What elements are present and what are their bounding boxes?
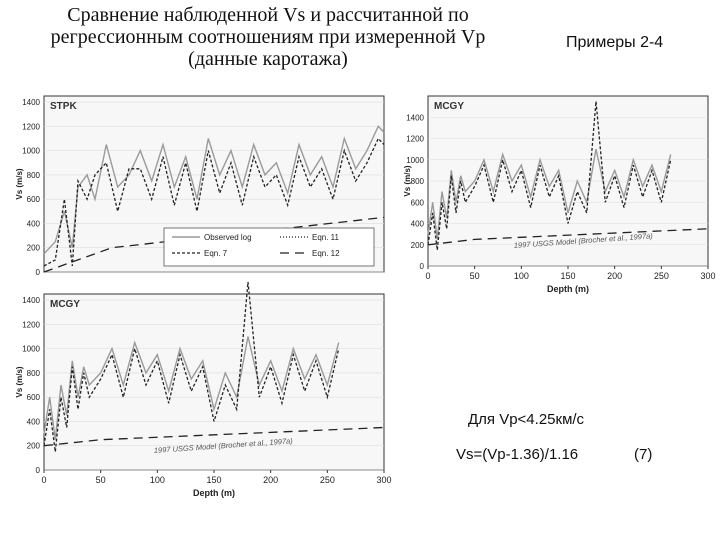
panel-label: MCGY [434, 101, 464, 112]
x-tick-label: 200 [263, 475, 278, 485]
formula-number: (7) [634, 446, 653, 463]
legend-entry: Eqn. 7 [204, 249, 228, 258]
series-line [427, 148, 672, 240]
chart-stpk: 1400 1200 1000 800 600 400 200 0 Vs (m/s) STPK Obs… [15, 95, 385, 277]
y-tick-label: 1400 [406, 113, 424, 122]
formula: Vs=(Vp-1.36)/1.16 [456, 446, 579, 463]
y-tick-label: 1000 [22, 345, 40, 354]
x-tick-label: 250 [320, 475, 335, 485]
y-tick-label: 200 [411, 241, 425, 250]
chart-mcgy-right: 1400 1200 1000 800 600 400 200 00 50 100 150 200 250… [403, 95, 716, 294]
y-axis-label: Vs (m/s) [403, 165, 412, 196]
y-tick-label: 600 [27, 195, 41, 204]
title-line-1: Сравнение наблюденной Vs и рассчитанной … [67, 4, 469, 26]
y-tick-label: 400 [27, 219, 41, 228]
formula-condition: Для Vp<4.25км/с [468, 411, 585, 428]
y-tick-label: 600 [27, 393, 41, 402]
y-tick-label: 400 [27, 417, 41, 426]
x-tick-label: 100 [514, 271, 529, 281]
series-line [43, 426, 385, 447]
y-tick-label: 200 [27, 244, 41, 253]
series-line [43, 137, 385, 267]
y-tick-label: 1400 [22, 98, 40, 107]
y-tick-label: 400 [411, 220, 425, 229]
y-tick-label: 800 [27, 369, 41, 378]
x-tick-label: 0 [41, 475, 46, 485]
y-tick-label: 200 [27, 442, 41, 451]
legend-entry: Eqn. 12 [312, 249, 340, 258]
x-axis-label: Depth (m) [193, 488, 235, 498]
x-tick-label: 50 [470, 271, 480, 281]
x-tick-label: 50 [96, 475, 106, 485]
series-line [427, 101, 672, 251]
y-tick-label: 1000 [406, 156, 424, 165]
y-axis-label: Vs (m/s) [15, 366, 24, 397]
series-line [43, 336, 340, 440]
x-tick-label: 150 [206, 475, 221, 485]
examples-label: Примеры 2-4 [566, 34, 664, 51]
x-axis-label: Depth (m) [547, 284, 589, 294]
x-tick-label: 100 [150, 475, 165, 485]
plot-frame [43, 293, 385, 471]
title-line-3: (данные каротажа) [188, 48, 348, 70]
x-tick-label: 300 [376, 475, 391, 485]
series-line [427, 228, 709, 246]
x-tick-label: 250 [654, 271, 669, 281]
y-tick-label: 0 [36, 466, 41, 475]
chart-mcgy-bottom: 1400 1200 1000 800 600 400 200 00 50 100 150 200 250… [15, 281, 392, 498]
x-tick-label: 300 [700, 271, 715, 281]
x-tick-label: 200 [607, 271, 622, 281]
series-line [43, 125, 385, 255]
x-tick-label: 0 [425, 271, 430, 281]
legend-entry: Eqn. 11 [312, 233, 340, 242]
y-tick-label: 800 [411, 177, 425, 186]
y-tick-label: 1200 [406, 135, 424, 144]
series-line [43, 281, 340, 452]
x-tick-label: 150 [560, 271, 575, 281]
y-tick-label: 1400 [22, 296, 40, 305]
y-tick-label: 0 [420, 262, 425, 271]
y-tick-label: 1200 [22, 122, 40, 131]
y-tick-label: 600 [411, 198, 425, 207]
panel-label: MCGY [50, 299, 80, 310]
legend-entry: Observed log [204, 233, 252, 242]
slide-title: Сравнение наблюденной Vs и рассчитанной … [8, 4, 528, 70]
y-tick-label: 800 [27, 171, 41, 180]
y-tick-label: 0 [36, 268, 41, 277]
title-line-2: регрессионным соотношениям при измеренно… [50, 26, 486, 48]
y-tick-label: 1200 [22, 320, 40, 329]
y-axis-label: Vs (m/s) [15, 168, 24, 199]
legend-box [163, 227, 375, 267]
panel-label: STPK [50, 101, 77, 112]
y-tick-label: 1000 [22, 147, 40, 156]
